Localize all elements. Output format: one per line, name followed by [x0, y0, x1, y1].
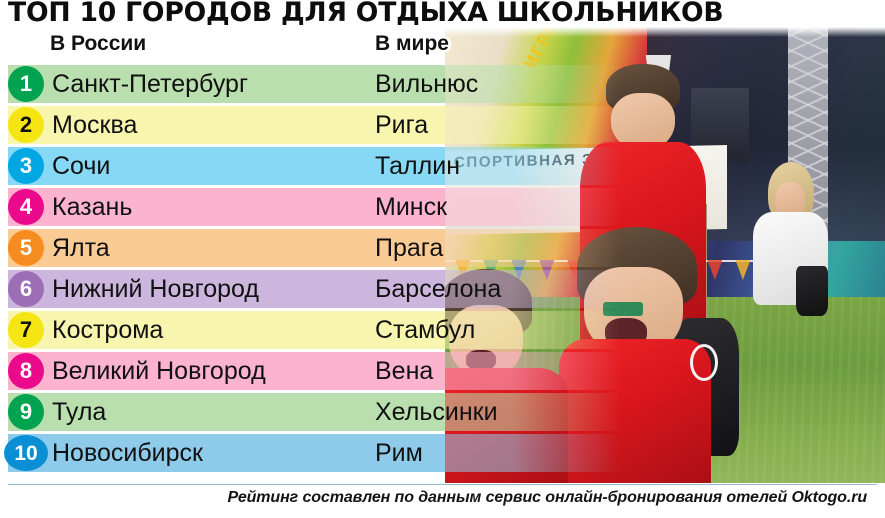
row-band-fade [445, 229, 620, 267]
row-band-fade [445, 270, 620, 308]
row-band-solid [8, 147, 445, 185]
rank-badge: 1 [8, 66, 44, 102]
ranking-row: 10 Новосибирск Рим [0, 434, 885, 472]
row-band-solid [8, 188, 445, 226]
row-band-fade [445, 188, 620, 226]
footer-divider [8, 484, 877, 485]
city-russia: Казань [52, 193, 133, 221]
row-band-solid [8, 434, 445, 472]
row-band-solid [8, 311, 445, 349]
city-russia: Великий Новгород [52, 357, 266, 385]
city-russia: Сочи [52, 152, 111, 180]
ranking-list: 1 Санкт-Петербург Вильнюс 2 Москва Рига 3 Сочи Т… [0, 65, 885, 475]
row-color-band [8, 270, 620, 308]
row-color-band [8, 434, 620, 472]
ranking-row: 1 Санкт-Петербург Вильнюс [0, 65, 885, 103]
ranking-row: 2 Москва Рига [0, 106, 885, 144]
ranking-row: 8 Великий Новгород Вена [0, 352, 885, 390]
city-russia: Нижний Новгород [52, 275, 259, 303]
shirt-logo [689, 344, 718, 382]
row-band-solid [8, 270, 445, 308]
boy-face [611, 93, 675, 151]
row-band-solid [8, 352, 445, 390]
rank-badge: 3 [8, 148, 44, 184]
city-russia: Москва [52, 111, 138, 139]
rank-badge: 6 [8, 271, 44, 307]
page-title: ТОП 10 ГОРОДОВ ДЛЯ ОТДЫХА ШКОЛЬНИКОВ [8, 0, 724, 28]
column-header-russia: В России [50, 32, 147, 55]
row-color-band [8, 65, 620, 103]
row-band-solid [8, 106, 445, 144]
rank-badge: 7 [8, 312, 44, 348]
city-world: Рим [375, 439, 423, 467]
row-color-band [8, 352, 620, 390]
row-band-solid [8, 229, 445, 267]
footer-background [0, 483, 885, 518]
ranking-row: 6 Нижний Новгород Барселона [0, 270, 885, 308]
ranking-row: 3 Сочи Таллин [0, 147, 885, 185]
row-color-band [8, 106, 620, 144]
row-band-fade [445, 352, 620, 390]
rank-badge: 2 [8, 107, 44, 143]
city-world: Стамбул [375, 316, 476, 344]
city-world: Вильнюс [375, 70, 479, 98]
rank-badge: 4 [8, 189, 44, 225]
city-world: Хельсинки [375, 398, 498, 426]
row-band-fade [445, 434, 620, 472]
row-band-fade [445, 147, 620, 185]
rank-badge: 9 [8, 394, 44, 430]
city-world: Барселона [375, 275, 502, 303]
handbag [796, 266, 828, 317]
city-world: Минск [375, 193, 448, 221]
rank-badge: 5 [8, 230, 44, 266]
city-world: Прага [375, 234, 444, 262]
row-band-fade [445, 65, 620, 103]
row-color-band [8, 147, 620, 185]
source-note: Рейтинг составлен по данным сервис онлай… [227, 489, 867, 506]
rank-badge: 10 [4, 435, 48, 471]
row-color-band [8, 188, 620, 226]
row-band-solid [8, 393, 445, 431]
city-russia: Тула [52, 398, 107, 426]
column-header-world: В мире [375, 32, 449, 55]
row-band-fade [445, 393, 620, 431]
ranking-row: 9 Тула Хельсинки [0, 393, 885, 431]
woman-in-background [753, 162, 828, 330]
row-color-band [8, 393, 620, 431]
row-band-fade [445, 311, 620, 349]
ranking-row: 7 Кострома Стамбул [0, 311, 885, 349]
city-world: Таллин [375, 152, 460, 180]
city-russia: Ялта [52, 234, 110, 262]
row-color-band [8, 229, 620, 267]
ranking-row: 4 Казань Минск [0, 188, 885, 226]
city-russia: Кострома [52, 316, 164, 344]
city-russia: Новосибирск [52, 439, 203, 467]
ranking-row: 5 Ялта Прага [0, 229, 885, 267]
row-color-band [8, 311, 620, 349]
city-russia: Санкт-Петербург [52, 70, 249, 98]
row-band-fade [445, 106, 620, 144]
row-band-solid [8, 65, 445, 103]
rank-badge: 8 [8, 353, 44, 389]
photo-top-fade [445, 27, 885, 37]
city-world: Рига [375, 111, 429, 139]
city-world: Вена [375, 357, 434, 385]
